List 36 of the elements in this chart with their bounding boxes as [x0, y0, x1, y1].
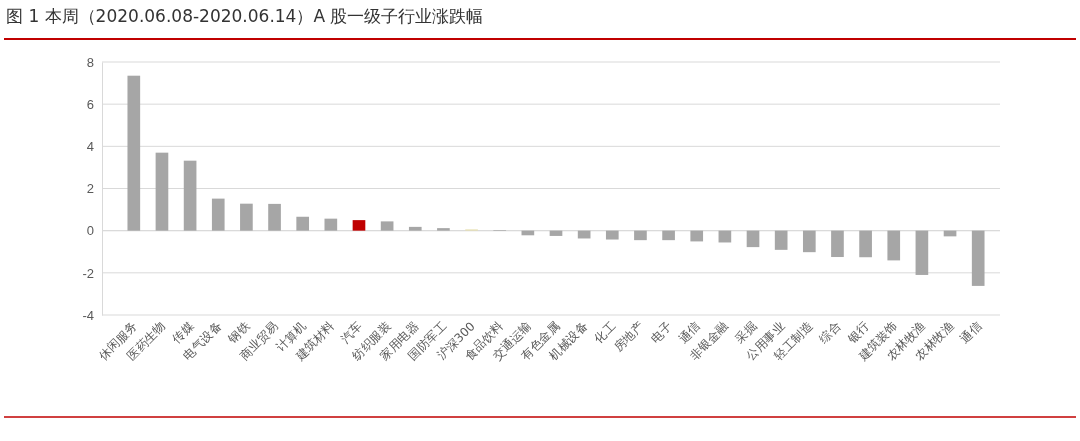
bar	[634, 230, 647, 241]
bar	[746, 230, 760, 248]
x-tick-label: 电子	[647, 319, 675, 347]
bar	[324, 218, 338, 231]
bar	[831, 230, 844, 258]
y-tick-label: 8	[86, 54, 94, 70]
bar	[268, 203, 281, 231]
x-tick-label: 通信	[957, 319, 985, 347]
y-tick-label: -2	[82, 265, 94, 281]
bar	[915, 230, 929, 275]
bar	[859, 230, 872, 258]
bar	[352, 220, 366, 231]
y-tick-label: 2	[86, 181, 94, 197]
bar	[408, 226, 422, 231]
bar	[437, 228, 450, 231]
bar	[549, 230, 563, 236]
y-tick-label: 4	[86, 138, 94, 154]
bar	[296, 216, 310, 231]
chart-title: 图 1 本周（2020.06.08-2020.06.14）A 股一级子行业涨跌幅	[6, 6, 484, 26]
bar	[774, 230, 788, 250]
bar	[155, 152, 169, 231]
y-tick-label: -4	[82, 307, 94, 323]
bar	[662, 230, 675, 241]
y-tick-label: 0	[86, 223, 94, 239]
bar	[240, 203, 253, 231]
bar	[211, 198, 225, 231]
bar	[605, 230, 619, 240]
x-tick-label: 综合	[816, 319, 844, 347]
bar	[887, 230, 901, 261]
bar	[971, 230, 985, 286]
bar	[802, 230, 816, 253]
bar	[183, 160, 197, 231]
y-tick-label: 6	[86, 96, 94, 112]
bar	[380, 221, 394, 231]
bar	[127, 75, 141, 231]
bar	[690, 230, 704, 242]
